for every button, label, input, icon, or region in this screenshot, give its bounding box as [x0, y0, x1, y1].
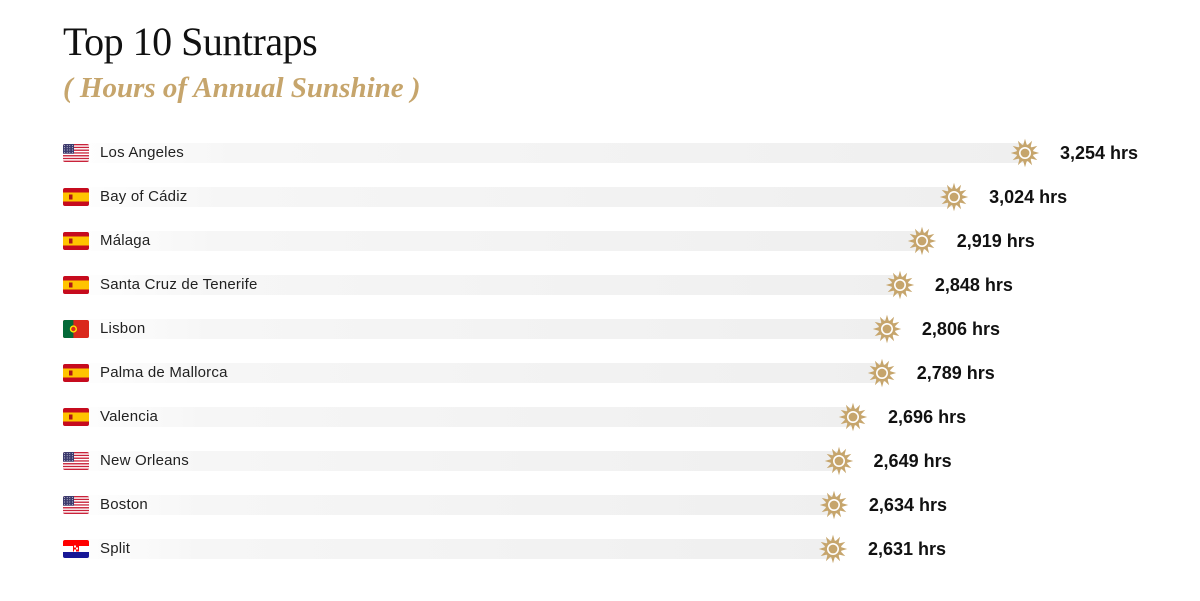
chart-row: Lisbon 2,806 hrs [0, 307, 1200, 351]
data-label: 2,919 hrs [956, 231, 1035, 251]
us-flag-icon [63, 452, 89, 470]
sun-icon [824, 446, 854, 476]
spain-flag-icon [63, 276, 89, 294]
sun-icon [907, 226, 937, 256]
chart-row: New Orleans 2,649 hrs [0, 439, 1200, 483]
sun-icon [872, 314, 902, 344]
chart-row: Valencia 2,696 hrs [0, 395, 1200, 439]
bar [62, 187, 955, 207]
sun-icon [1010, 138, 1040, 168]
spain-flag-icon [63, 408, 89, 426]
sun-icon [818, 534, 848, 564]
category-label: New Orleans [100, 452, 189, 469]
spain-flag-icon [63, 364, 89, 382]
category-label: Lisbon [100, 320, 146, 337]
bar [62, 275, 900, 295]
data-label: 2,789 hrs [916, 363, 995, 383]
bar [62, 319, 887, 339]
sun-icon [885, 270, 915, 300]
category-label: Valencia [100, 408, 159, 425]
spain-flag-icon [63, 188, 89, 206]
category-label: Los Angeles [100, 144, 184, 161]
data-label: 3,254 hrs [1060, 143, 1139, 163]
sun-icon [838, 402, 868, 432]
sun-icon [939, 182, 969, 212]
data-label: 2,696 hrs [888, 407, 967, 427]
chart-row: Los Angeles 3,254 hrs [0, 131, 1200, 175]
bar [62, 363, 882, 383]
bar [62, 143, 1025, 163]
bar [62, 407, 854, 427]
chart-row: Split 2,631 hrs [0, 527, 1200, 571]
us-flag-icon [63, 144, 89, 162]
croatia-flag-icon [63, 540, 89, 558]
bar [62, 231, 922, 251]
chart-row: Boston 2,634 hrs [0, 483, 1200, 527]
sun-icon [819, 490, 849, 520]
bar [62, 539, 833, 559]
chart-row: Málaga 2,919 hrs [0, 219, 1200, 263]
bar [62, 495, 834, 515]
data-label: 2,806 hrs [921, 319, 1000, 339]
chart-subtitle: ( Hours of Annual Sunshine ) [63, 72, 421, 104]
sun-icon [867, 358, 897, 388]
category-label: Bay of Cádiz [100, 188, 188, 205]
chart-title: Top 10 Suntraps [63, 19, 318, 64]
data-label: 2,848 hrs [934, 275, 1013, 295]
spain-flag-icon [63, 232, 89, 250]
data-label: 2,631 hrs [868, 539, 947, 559]
us-flag-icon [63, 496, 89, 514]
category-label: Santa Cruz de Tenerife [100, 276, 258, 293]
chart-row: Santa Cruz de Tenerife 2,848 hrs [0, 263, 1200, 307]
data-label: 2,649 hrs [873, 451, 952, 471]
category-label: Málaga [100, 232, 151, 249]
category-label: Split [100, 540, 131, 557]
category-label: Palma de Mallorca [100, 364, 228, 381]
data-label: 2,634 hrs [868, 495, 947, 515]
bar [62, 451, 839, 471]
portugal-flag-icon [63, 320, 89, 338]
chart-row: Bay of Cádiz 3,024 hrs [0, 175, 1200, 219]
chart-row: Palma de Mallorca 2,789 hrs [0, 351, 1200, 395]
category-label: Boston [100, 496, 148, 513]
data-label: 3,024 hrs [989, 187, 1068, 207]
